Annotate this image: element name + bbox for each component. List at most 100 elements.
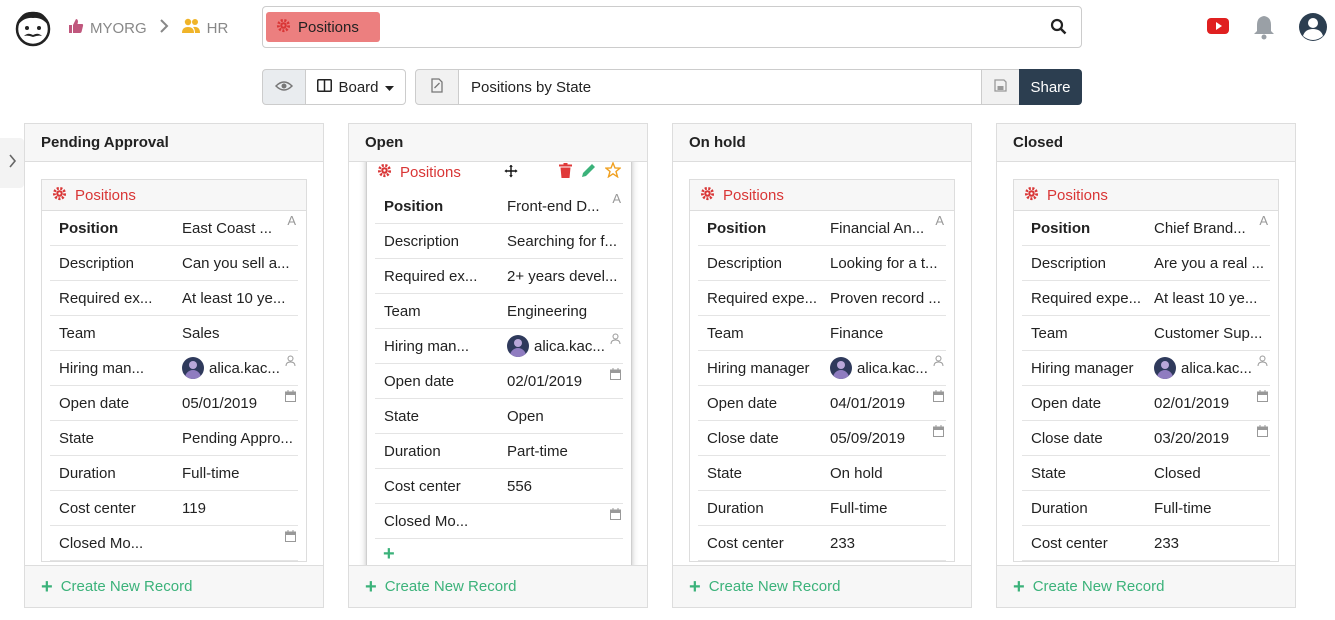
field-value[interactable]: Closed <box>1154 465 1270 482</box>
field-value-text: Customer Sup... <box>1154 324 1263 342</box>
field-label: State <box>384 407 420 425</box>
field-value[interactable]: alica.kac... <box>830 357 946 379</box>
field-value[interactable]: Front-end D... <box>507 198 623 215</box>
field-value[interactable]: 05/01/2019 <box>182 395 298 412</box>
field-value[interactable]: 233 <box>1154 535 1270 552</box>
field-value[interactable]: 05/09/2019 <box>830 430 946 447</box>
field-row-required-experience: Required expe... Proven record ... <box>698 281 946 316</box>
card-header[interactable]: Positions <box>42 180 306 211</box>
card-header[interactable]: Positions <box>690 180 954 211</box>
view-name-input[interactable]: Positions by State <box>458 69 982 105</box>
add-field-button[interactable]: + <box>383 542 395 565</box>
share-button[interactable]: Share <box>1019 69 1082 105</box>
create-record-button[interactable]: + Create New Record <box>673 565 971 607</box>
column-body[interactable]: Positions Position Financial An... A Descr… <box>673 162 971 566</box>
field-value[interactable]: On hold <box>830 465 946 482</box>
field-value[interactable]: 2+ years devel... <box>507 268 623 285</box>
visibility-toggle-button[interactable] <box>262 69 306 105</box>
save-view-button[interactable] <box>981 69 1020 105</box>
positions-gear-icon <box>276 18 291 37</box>
search-icon[interactable] <box>1050 18 1067 39</box>
card-title: Positions <box>1047 186 1108 204</box>
field-value[interactable]: 03/20/2019 <box>1154 430 1270 447</box>
star-icon[interactable] <box>604 162 622 182</box>
field-value[interactable]: Engineering <box>507 303 623 320</box>
field-value[interactable]: Are you a real ... <box>1154 255 1270 272</box>
field-value[interactable]: 02/01/2019 <box>507 373 623 390</box>
create-record-button[interactable]: + Create New Record <box>25 565 323 607</box>
user-avatar-icon[interactable] <box>1298 12 1328 46</box>
record-card[interactable]: Positions Position Chief Brand... A Descri… <box>1013 179 1279 562</box>
search-bar[interactable]: Positions <box>262 6 1082 48</box>
field-value[interactable]: East Coast ... <box>182 220 298 237</box>
field-value[interactable]: Chief Brand... <box>1154 220 1270 237</box>
field-value[interactable]: alica.kac... <box>182 357 298 379</box>
field-value[interactable]: alica.kac... <box>507 335 623 357</box>
create-record-label: Create New Record <box>708 578 841 595</box>
create-record-button[interactable]: + Create New Record <box>997 565 1295 607</box>
pencil-icon[interactable] <box>581 163 596 182</box>
field-value[interactable]: 119 <box>182 500 298 517</box>
field-value[interactable]: Pending Appro... <box>182 430 298 447</box>
view-mode-dropdown[interactable]: Board <box>305 69 406 105</box>
field-value[interactable]: Full-time <box>1154 500 1270 517</box>
bell-icon[interactable] <box>1253 14 1275 44</box>
field-label: State <box>707 464 743 482</box>
field-value[interactable]: Finance <box>830 325 946 342</box>
field-value[interactable]: 04/01/2019 <box>830 395 946 412</box>
record-card[interactable]: Positions Position Front-end D... A Descri… <box>366 162 632 566</box>
field-value[interactable]: Can you sell a... <box>182 255 298 272</box>
card-header[interactable]: Positions <box>367 162 631 189</box>
column-body[interactable]: Positions Position Front-end D... A Descri… <box>349 162 647 566</box>
thumbs-up-icon <box>68 18 84 38</box>
record-card[interactable]: Positions Position Financial An... A Descr… <box>689 179 955 562</box>
field-value-text: 02/01/2019 <box>507 372 583 390</box>
field-value[interactable]: At least 10 ye... <box>1154 290 1270 307</box>
plus-icon: + <box>365 575 377 598</box>
create-record-label: Create New Record <box>384 578 517 595</box>
field-value[interactable]: Part-time <box>507 443 623 460</box>
field-row-description: Description Can you sell a... <box>50 246 298 281</box>
field-value-text: At least 10 ye... <box>1154 289 1258 307</box>
field-value[interactable]: Looking for a t... <box>830 255 946 272</box>
field-row-duration: Duration Part-time <box>375 434 623 469</box>
field-label: Closed Mo... <box>59 534 144 552</box>
field-value[interactable]: Sales <box>182 325 298 342</box>
view-document-button[interactable] <box>415 69 459 105</box>
field-value[interactable]: Searching for f... <box>507 233 623 250</box>
field-value[interactable]: 556 <box>507 478 623 495</box>
field-value[interactable]: Customer Sup... <box>1154 325 1270 342</box>
field-value[interactable]: 233 <box>830 535 946 552</box>
create-record-button[interactable]: + Create New Record <box>349 565 647 607</box>
breadcrumb: MYORG HR <box>68 18 228 38</box>
record-card[interactable]: Positions Position East Coast ... A Descri… <box>41 179 307 562</box>
field-row-position: Position Front-end D... A <box>375 189 623 224</box>
field-label: Description <box>707 254 783 272</box>
field-value[interactable]: Full-time <box>830 500 946 517</box>
field-value[interactable]: 02/01/2019 <box>1154 395 1270 412</box>
field-value[interactable]: alica.kac... <box>1154 357 1270 379</box>
sidebar-toggle-button[interactable] <box>0 138 24 188</box>
create-record-label: Create New Record <box>60 578 193 595</box>
field-value[interactable]: At least 10 ye... <box>182 290 298 307</box>
breadcrumb-org-link[interactable]: MYORG <box>90 19 147 37</box>
breadcrumb-section-link[interactable]: HR <box>206 19 229 37</box>
field-value[interactable]: Financial An... <box>830 220 946 237</box>
field-value-text: 04/01/2019 <box>830 394 906 412</box>
field-row-duration: Duration Full-time <box>50 456 298 491</box>
field-label: Position <box>707 219 767 237</box>
trash-icon[interactable] <box>559 162 572 182</box>
app-logo-icon[interactable] <box>14 9 52 47</box>
youtube-icon[interactable] <box>1207 18 1229 38</box>
search-filter-chip[interactable]: Positions <box>266 12 380 42</box>
card-header[interactable]: Positions <box>1014 180 1278 211</box>
card-title: Positions <box>75 186 136 204</box>
field-row-open-date: Open date 04/01/2019 <box>698 386 946 421</box>
field-value-text: Searching for f... <box>507 232 618 250</box>
text-type-icon: A <box>287 213 296 228</box>
column-body[interactable]: Positions Position East Coast ... A Descri… <box>25 162 323 566</box>
field-value[interactable]: Proven record ... <box>830 290 946 307</box>
column-body[interactable]: Positions Position Chief Brand... A Descri… <box>997 162 1295 566</box>
field-value[interactable]: Open <box>507 408 623 425</box>
field-value[interactable]: Full-time <box>182 465 298 482</box>
